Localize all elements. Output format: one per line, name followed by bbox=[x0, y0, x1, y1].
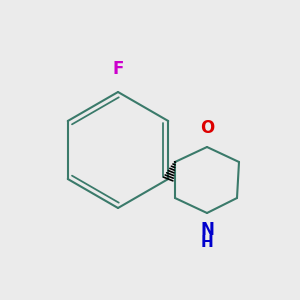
Text: O: O bbox=[200, 119, 214, 137]
Text: H: H bbox=[201, 235, 213, 250]
Text: N: N bbox=[200, 221, 214, 239]
Text: F: F bbox=[112, 60, 124, 78]
